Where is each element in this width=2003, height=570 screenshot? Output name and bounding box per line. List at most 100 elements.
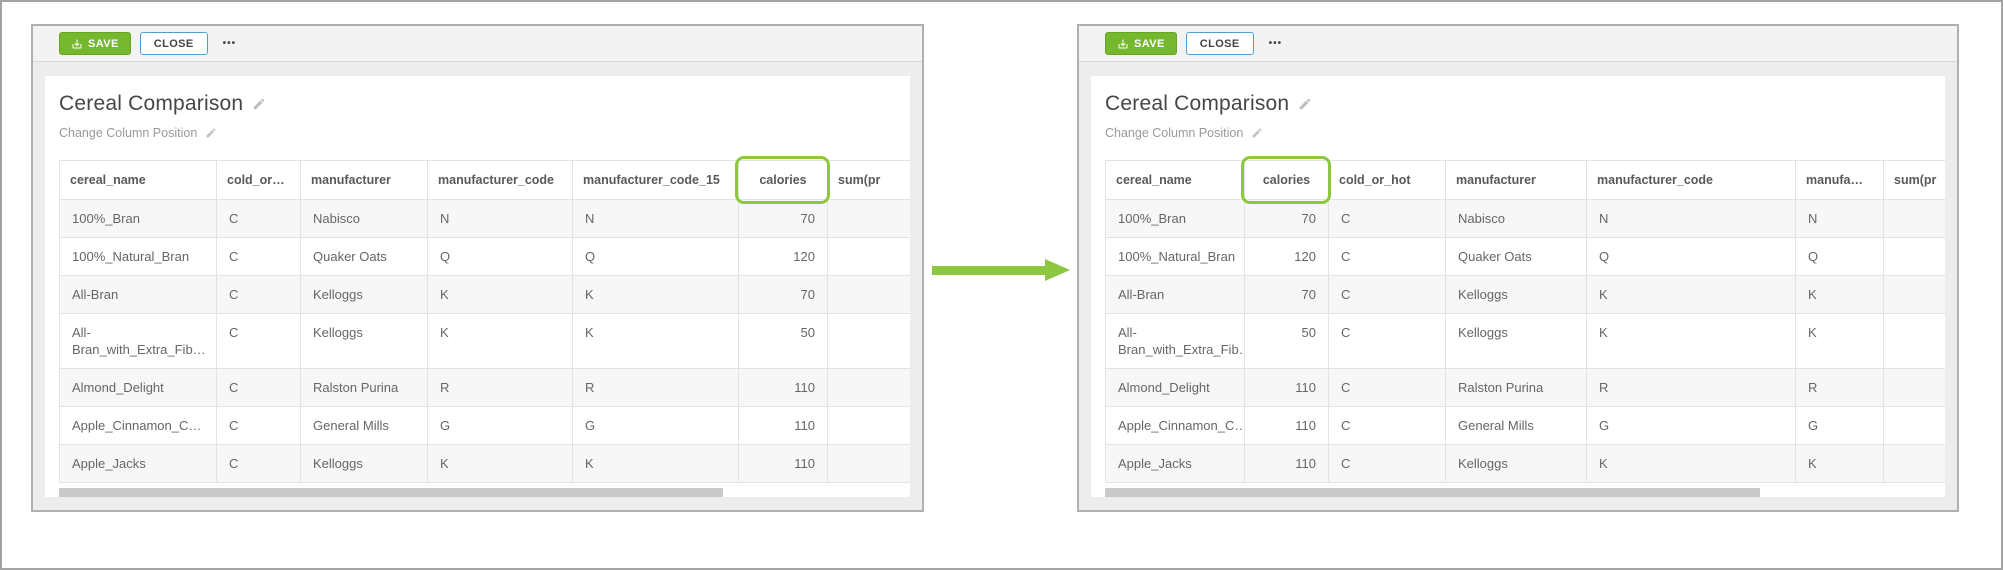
column-header-cold_or_hot[interactable]: cold_or_hot: [1328, 160, 1446, 200]
panel-after: SAVE CLOSE ••• Cereal Comparison Change …: [1077, 24, 1959, 512]
cell: C: [1328, 199, 1446, 238]
cell: 100%_Natural_Bran: [59, 237, 217, 276]
cell: C: [1328, 444, 1446, 483]
column-header-manufacturer_code_15[interactable]: manufacturer_code_15: [572, 160, 739, 200]
cell: G: [1795, 406, 1884, 445]
table-region: cereal_name calories cold_or_hot manufactur…: [1105, 156, 1945, 497]
table-region: cereal_name cold_or… manufacturer manufactu…: [59, 156, 910, 497]
header-row: cereal_name cold_or… manufacturer manufactu…: [59, 160, 910, 200]
cell: C: [216, 275, 301, 314]
close-button[interactable]: CLOSE: [1185, 32, 1254, 55]
arrow-shaft: [932, 266, 1045, 275]
edit-subtitle-pencil-icon[interactable]: [205, 127, 217, 139]
column-header-sumpr[interactable]: sum(pr: [827, 160, 910, 200]
green-arrow-icon: [932, 259, 1070, 281]
cell: [1883, 368, 1945, 407]
cell: Q: [572, 237, 739, 276]
edit-title-pencil-icon[interactable]: [1298, 97, 1312, 111]
table-row: 100%_Bran C Nabisco N N 70: [59, 199, 910, 238]
cell: N: [427, 199, 573, 238]
cell: K: [1586, 313, 1796, 369]
table-row: All- Bran_with_Extra_Fib… 50 C Kelloggs K K: [1105, 313, 1945, 369]
cell: Quaker Oats: [300, 237, 428, 276]
table-row: Almond_Delight C Ralston Purina R R 110: [59, 368, 910, 407]
table-row: Almond_Delight 110 C Ralston Purina R R: [1105, 368, 1945, 407]
cell: General Mills: [300, 406, 428, 445]
cell: Nabisco: [300, 199, 428, 238]
cell: Apple_Jacks: [1105, 444, 1245, 483]
cell: 100%_Natural_Bran: [1105, 237, 1245, 276]
cell: N: [572, 199, 739, 238]
table-row: 100%_Bran 70 C Nabisco N N: [1105, 199, 1945, 238]
cell: Nabisco: [1445, 199, 1587, 238]
table-row: All-Bran 70 C Kelloggs K K: [1105, 275, 1945, 314]
panel-content: Cereal Comparison Change Column Position…: [1079, 76, 1957, 524]
cell: R: [572, 368, 739, 407]
cell: Quaker Oats: [1445, 237, 1587, 276]
cell: K: [1586, 275, 1796, 314]
cell: C: [1328, 406, 1446, 445]
edit-subtitle-pencil-icon[interactable]: [1251, 127, 1263, 139]
cell: 50: [1244, 313, 1329, 369]
cell: K: [572, 444, 739, 483]
edit-title-pencil-icon[interactable]: [252, 97, 266, 111]
cell: Q: [1586, 237, 1796, 276]
cell: 100%_Bran: [59, 199, 217, 238]
cell: Kelloggs: [300, 444, 428, 483]
cell: [827, 275, 910, 314]
cell: All- Bran_with_Extra_Fib…: [59, 313, 217, 369]
download-icon: [1118, 39, 1128, 48]
cell: Kelloggs: [300, 313, 428, 369]
cell: 110: [1244, 444, 1329, 483]
cell: K: [572, 275, 739, 314]
close-button[interactable]: CLOSE: [139, 32, 208, 55]
cell: K: [1795, 313, 1884, 369]
cell: 110: [738, 444, 828, 483]
cell: 100%_Bran: [1105, 199, 1245, 238]
horizontal-scrollbar[interactable]: [1105, 488, 1945, 497]
horizontal-scrollbar[interactable]: [59, 488, 910, 497]
cell: R: [427, 368, 573, 407]
column-header-calories[interactable]: calories: [738, 160, 828, 200]
cell: C: [216, 368, 301, 407]
scrollbar-thumb[interactable]: [59, 488, 723, 497]
save-button[interactable]: SAVE: [59, 32, 131, 55]
report-card: Cereal Comparison Change Column Position…: [45, 76, 910, 497]
table-row: 100%_Natural_Bran 120 C Quaker Oats Q Q: [1105, 237, 1945, 276]
column-header-cold_or[interactable]: cold_or…: [216, 160, 301, 200]
cell: Kelloggs: [1445, 313, 1587, 369]
scrollbar-thumb[interactable]: [1105, 488, 1761, 497]
save-button[interactable]: SAVE: [1105, 32, 1177, 55]
column-header-manufacturer[interactable]: manufacturer: [300, 160, 428, 200]
cell: Almond_Delight: [59, 368, 217, 407]
cell: R: [1586, 368, 1796, 407]
cell: All-Bran: [1105, 275, 1245, 314]
cell: General Mills: [1445, 406, 1587, 445]
cell: Apple_Cinnamon_C…: [59, 406, 217, 445]
cell: [1883, 199, 1945, 238]
more-options-button[interactable]: •••: [219, 32, 241, 55]
cell: [827, 368, 910, 407]
save-button-label: SAVE: [1134, 37, 1165, 50]
cell: [1883, 313, 1945, 369]
cell: Ralston Purina: [300, 368, 428, 407]
column-header-manufa[interactable]: manufa…: [1795, 160, 1884, 200]
cell: K: [1586, 444, 1796, 483]
cell: 70: [738, 275, 828, 314]
column-header-sumpr[interactable]: sum(pr: [1883, 160, 1945, 200]
column-header-cereal_name[interactable]: cereal_name: [59, 160, 217, 200]
cell: Apple_Jacks: [59, 444, 217, 483]
column-header-calories[interactable]: calories: [1244, 160, 1329, 200]
header-row: cereal_name calories cold_or_hot manufactur…: [1105, 160, 1945, 200]
cell: [827, 237, 910, 276]
cell: G: [427, 406, 573, 445]
column-header-cereal_name[interactable]: cereal_name: [1105, 160, 1245, 200]
cell: G: [1586, 406, 1796, 445]
column-header-manufacturer_code[interactable]: manufacturer_code: [1586, 160, 1796, 200]
column-header-manufacturer_code[interactable]: manufacturer_code: [427, 160, 573, 200]
column-header-manufacturer[interactable]: manufacturer: [1445, 160, 1587, 200]
cell: All-Bran: [59, 275, 217, 314]
more-options-button[interactable]: •••: [1265, 32, 1287, 55]
cell: K: [572, 313, 739, 369]
cell: K: [427, 275, 573, 314]
